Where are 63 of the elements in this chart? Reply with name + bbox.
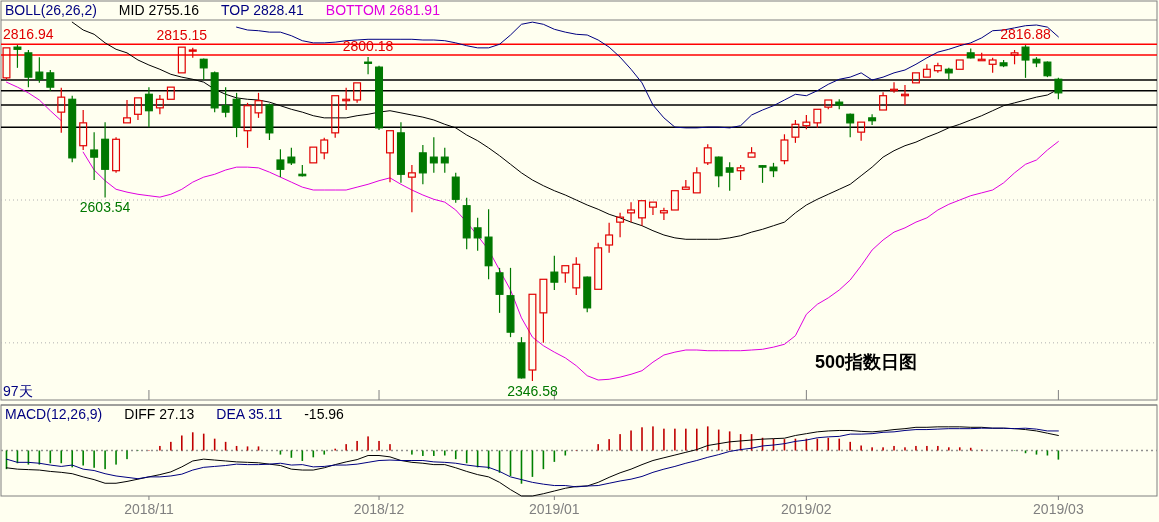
- legend-title: MACD(12,26,9): [5, 406, 103, 422]
- annotation: 2816.94: [3, 26, 54, 43]
- candlestick: [550, 255, 559, 291]
- candlestick: [638, 200, 646, 227]
- x-tick-label: 2018/12: [353, 501, 405, 517]
- x-tick-label: 2018/11: [124, 501, 174, 517]
- annotation: 2346.58: [507, 383, 558, 400]
- candlestick: [922, 63, 931, 78]
- candlestick: [659, 207, 668, 221]
- candlestick: [539, 278, 548, 344]
- candlestick: [112, 136, 121, 174]
- candlestick: [440, 147, 449, 174]
- candlestick: [955, 59, 964, 70]
- candlestick: [309, 146, 318, 164]
- candlestick: [133, 97, 142, 121]
- text: MID 2755.16: [118, 2, 200, 18]
- candlestick: [429, 136, 438, 174]
- candlestick: [123, 99, 132, 124]
- text: BOTTOM 2681.91: [325, 2, 441, 18]
- annotation: 2815.15: [156, 27, 208, 44]
- candlestick: [13, 44, 22, 69]
- candlestick: [495, 267, 504, 314]
- x-tick-label: 2019/02: [781, 501, 832, 517]
- candlestick: [451, 172, 460, 204]
- x-tick-label: 2019/03: [1033, 501, 1084, 517]
- x-tick-label: 2019/01: [529, 501, 580, 517]
- text: -15.96: [304, 406, 345, 422]
- candlestick: [670, 190, 679, 211]
- candlestick: [144, 86, 153, 128]
- annotation: 97天: [3, 383, 33, 399]
- candlestick: [166, 86, 175, 100]
- candlestick: [473, 217, 482, 252]
- annotation: 500指数日图: [815, 352, 918, 372]
- candlestick: [385, 130, 394, 183]
- candlestick: [155, 94, 164, 115]
- candlestick: [221, 86, 230, 118]
- candlestick: [648, 201, 657, 216]
- candlestick: [868, 113, 877, 126]
- candlestick: [627, 201, 636, 223]
- candlestick: [1021, 44, 1030, 79]
- annotation: 2816.88: [1000, 26, 1052, 43]
- candlestick: [90, 131, 99, 181]
- text: DEA 35.11: [216, 406, 283, 422]
- candlestick: [616, 212, 625, 238]
- legend-title: BOLL(26,26,2): [5, 2, 97, 18]
- candlestick: [276, 148, 285, 178]
- candlestick: [177, 46, 186, 74]
- series-label: TOP 2828.41: [221, 2, 304, 18]
- candlestick: [364, 56, 373, 75]
- candlestick: [407, 164, 416, 213]
- candlestick: [911, 72, 920, 84]
- candlestick: [933, 62, 942, 74]
- candlestick: [35, 56, 44, 84]
- candlestick: [46, 69, 55, 92]
- text: DIFF 27.13: [124, 406, 195, 422]
- candlestick: [879, 91, 888, 111]
- candlestick: [725, 161, 734, 192]
- candlestick: [353, 82, 362, 104]
- candlestick: [418, 144, 427, 185]
- candlestick: [605, 222, 614, 254]
- annotation: 2603.54: [79, 199, 131, 216]
- candlestick: [714, 155, 723, 188]
- candlestick: [1054, 77, 1063, 100]
